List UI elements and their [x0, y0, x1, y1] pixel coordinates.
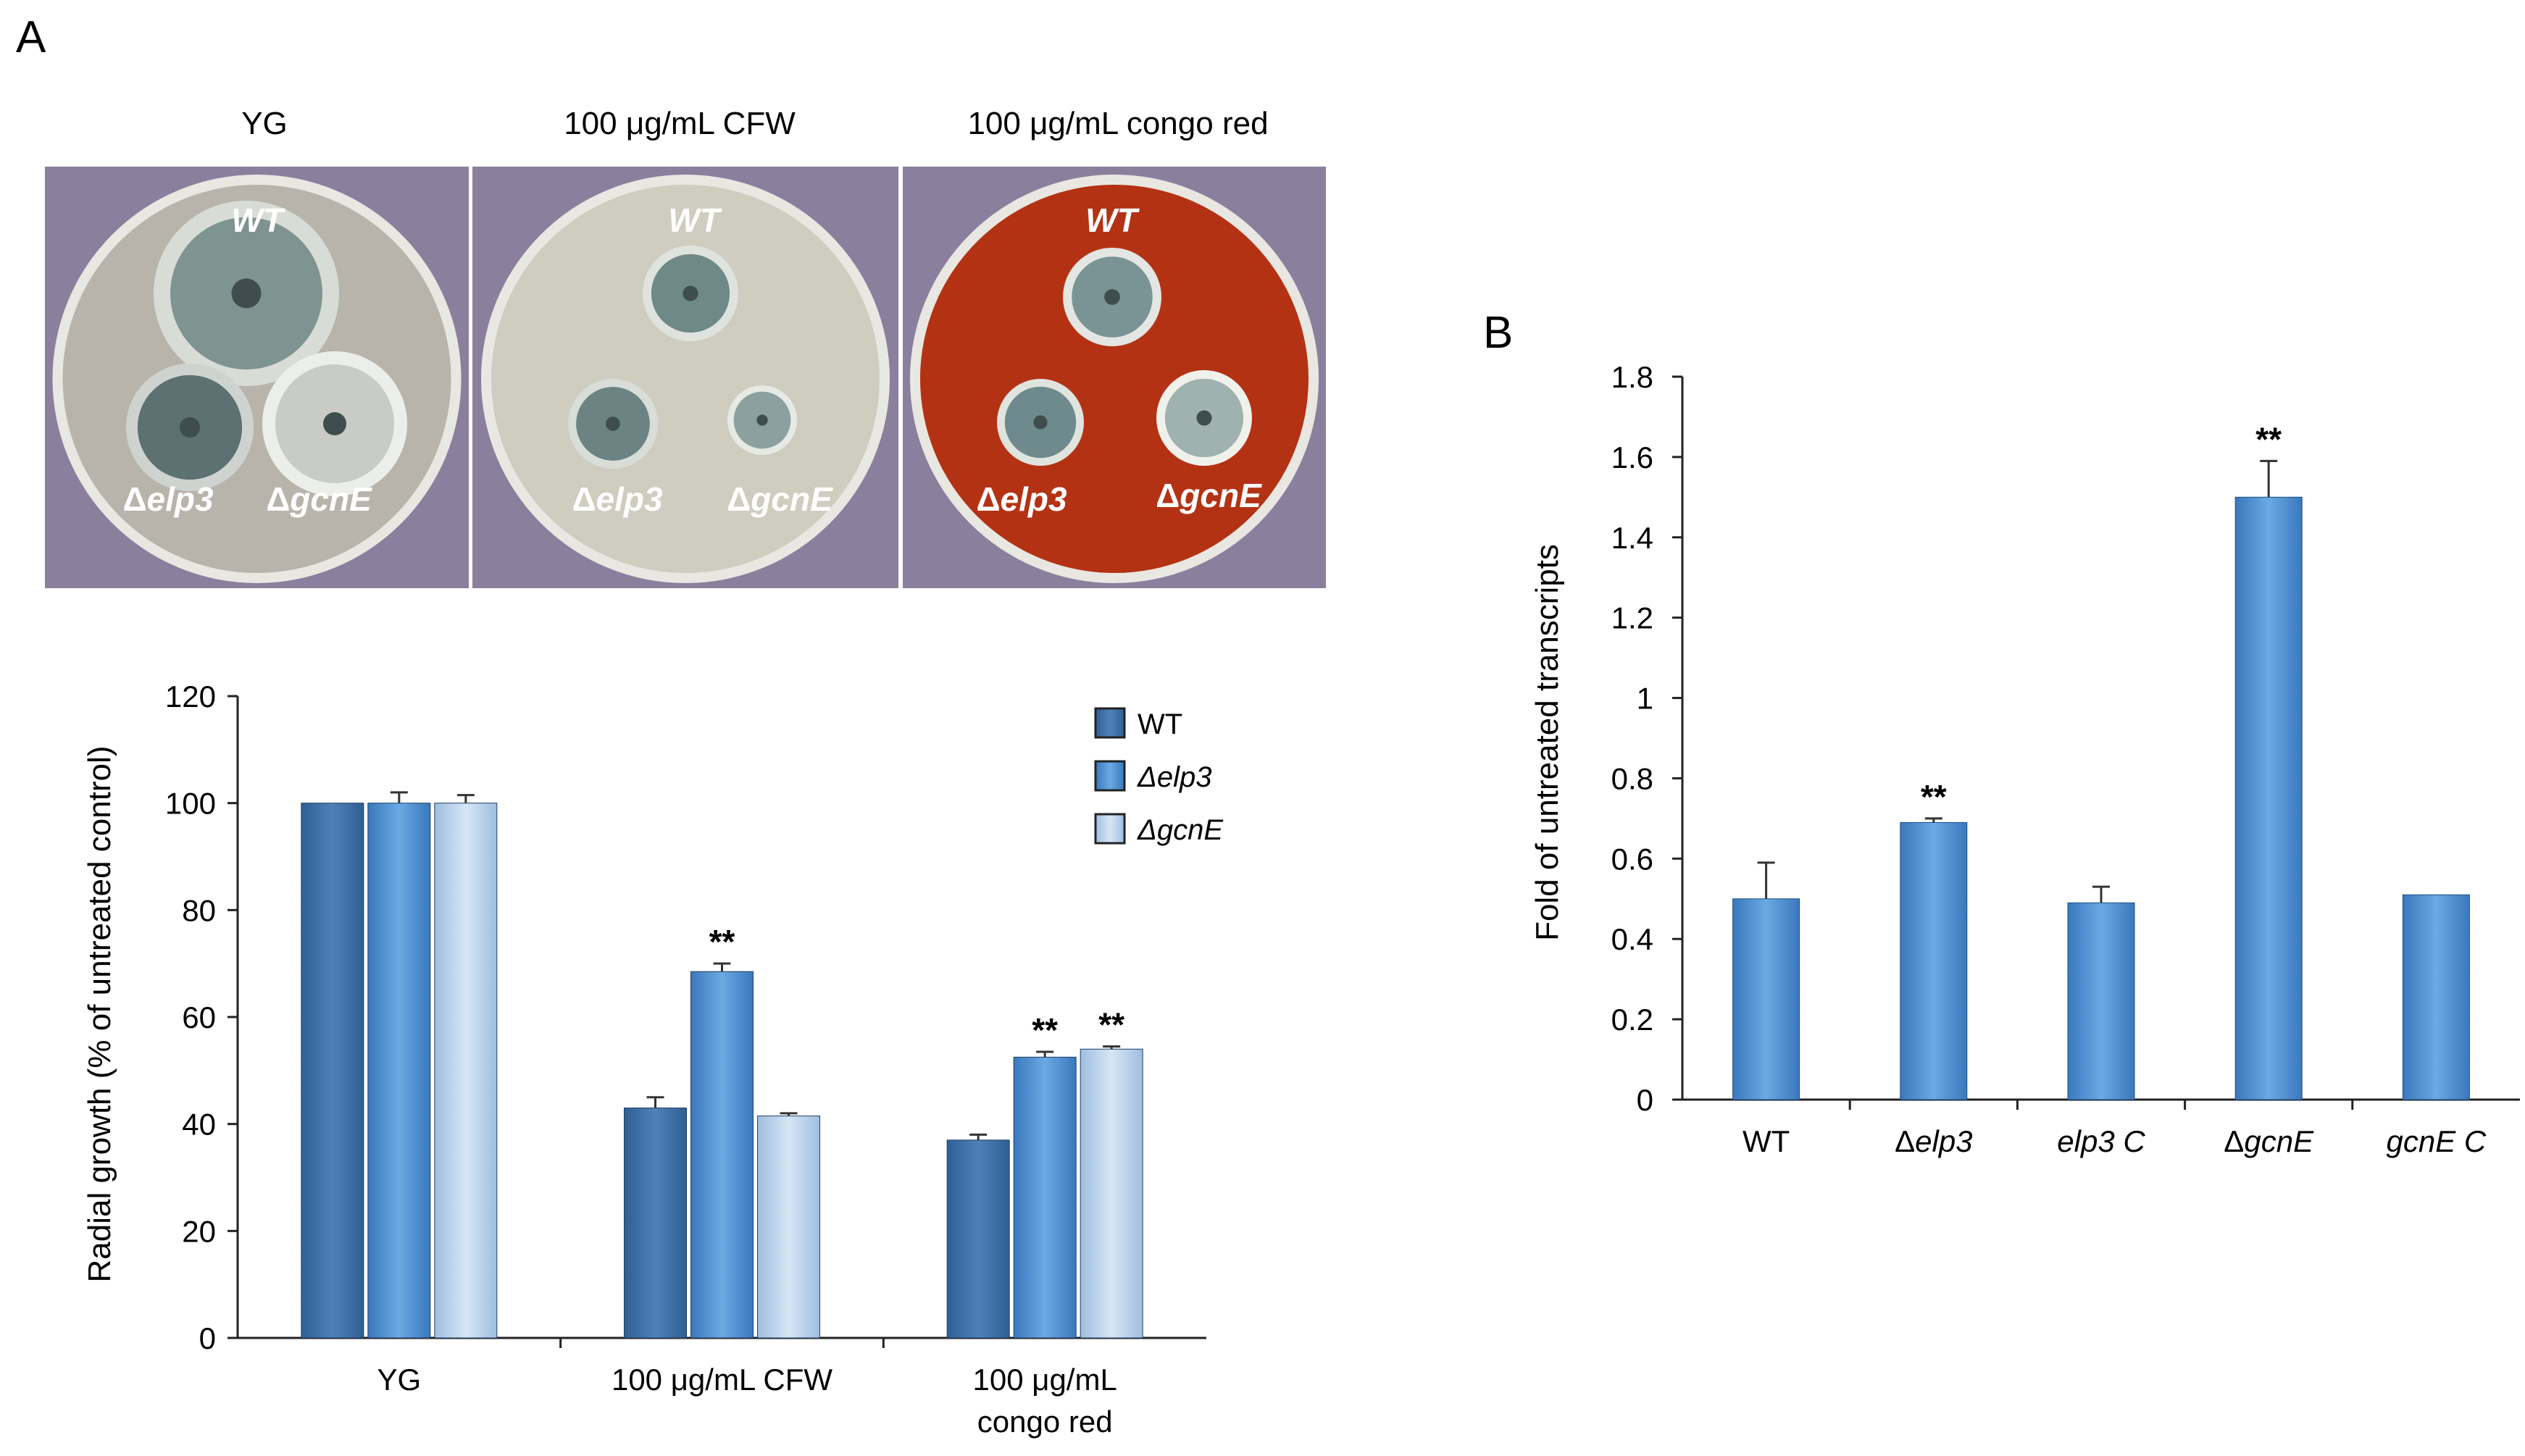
chart-a-bar — [690, 971, 754, 1339]
chart-a-bar — [946, 1139, 1010, 1339]
chart-a-ytick-label: 80 — [182, 893, 216, 927]
chart-b-fold-transcripts: Fold of untreated transcripts 0 0.2 0.4 0.6… — [1529, 360, 2520, 1158]
colony-label: Δelp3 — [122, 480, 214, 518]
chart-b-bar — [2402, 894, 2470, 1100]
chart-a-bar — [757, 1116, 820, 1339]
chart-a-ytick-label: 40 — [182, 1108, 216, 1142]
chart-a-significance: ** — [1032, 1011, 1058, 1049]
chart-a-legend: WT Δelp3 ΔgcnE — [1094, 707, 1224, 846]
chart-a-bar — [624, 1108, 687, 1339]
chart-b-significance: ** — [1921, 778, 1947, 816]
legend-label-wt: WT — [1138, 708, 1182, 740]
colony-center — [683, 285, 698, 301]
legend-label-gcne: ΔgcnE — [1137, 814, 1224, 846]
chart-b-category-label: ΔgcnE — [2224, 1124, 2314, 1158]
chart-b-category-label: Δelp3 — [1895, 1124, 1972, 1158]
chart-b-category-label: elp3 C — [2057, 1124, 2145, 1158]
chart-a-significance: ** — [709, 923, 735, 961]
chart-a-category-label: 100 μg/mL — [973, 1363, 1117, 1397]
chart-a-ytick-label: 20 — [182, 1214, 216, 1248]
chart-b-significance: ** — [2255, 420, 2282, 458]
colony-label: WT — [1085, 201, 1140, 239]
chart-a-bar — [1013, 1056, 1077, 1339]
chart-b-bar — [2067, 902, 2135, 1100]
chart-b-ytick-label: 1 — [1637, 682, 1653, 716]
chart-a-bar — [434, 803, 498, 1339]
colony-center — [1033, 415, 1048, 430]
chart-a-category-label: YG — [377, 1363, 421, 1397]
colony-label: ΔgcnE — [266, 480, 372, 518]
chart-a-ytick-label: 0 — [199, 1321, 216, 1355]
plate-title: YG — [241, 106, 288, 141]
chart-b-bar — [2234, 496, 2303, 1100]
chart-a-category-label-2: congo red — [977, 1405, 1113, 1439]
colony-center — [179, 417, 201, 438]
chart-b-ytick-label: 0 — [1637, 1083, 1653, 1117]
legend-swatch-wt — [1094, 707, 1126, 739]
chart-b-bar — [1900, 821, 1968, 1100]
colony-label: Δelp3 — [976, 480, 1067, 518]
plate-2: 100 μg/mL CFW WT Δelp3 ΔgcnE — [472, 106, 898, 588]
legend-label-elp3: Δelp3 — [1137, 761, 1211, 793]
colony-label: ΔgcnE — [1156, 477, 1262, 514]
colony-label: WT — [231, 201, 285, 239]
chart-b-ytick-label: 0.8 — [1611, 761, 1653, 795]
colony-center — [323, 412, 346, 435]
legend-swatch-gcne — [1094, 813, 1126, 845]
chart-a-ytick-label: 100 — [165, 787, 216, 821]
colony-center — [1104, 289, 1120, 305]
chart-b-ytick-label: 0.6 — [1611, 842, 1653, 876]
legend-swatch-elp3 — [1094, 760, 1126, 792]
plate-title: 100 μg/mL CFW — [564, 106, 796, 141]
petri-dish-medium — [920, 185, 1309, 573]
chart-b-ytick-label: 0.4 — [1611, 922, 1653, 956]
colony-label: WT — [668, 201, 722, 239]
chart-a-bar — [301, 803, 364, 1339]
chart-a-radial-growth: Radial growth (% of untreated control) W… — [82, 679, 1224, 1439]
chart-b-ytick-label: 1.8 — [1611, 360, 1653, 394]
chart-b-bar — [1732, 898, 1800, 1100]
chart-b-ytick-label: 1.2 — [1611, 601, 1653, 635]
chart-a-ylabel: Radial growth (% of untreated control) — [82, 745, 117, 1282]
colony-center — [1196, 410, 1212, 426]
chart-a-ytick-label: 120 — [165, 679, 216, 714]
chart-b-category-label: gcnE C — [2387, 1124, 2487, 1158]
colony-label: ΔgcnE — [727, 480, 833, 518]
chart-a-ytick-label: 60 — [182, 1000, 216, 1034]
colony-center — [756, 414, 768, 426]
panel-label-b: B — [1483, 308, 1513, 358]
petri-dish-medium — [491, 185, 880, 573]
plate-title: 100 μg/mL congo red — [967, 106, 1268, 141]
chart-a-bar — [367, 803, 431, 1339]
plate-3: 100 μg/mL congo red WT Δelp3 ΔgcnE — [903, 106, 1326, 588]
chart-b-category-label: WT — [1743, 1124, 1790, 1158]
colony-center — [231, 278, 262, 309]
chart-b-ytick-label: 1.4 — [1611, 521, 1653, 555]
chart-b-ylabel: Fold of untreated transcripts — [1529, 544, 1565, 941]
plate-1: YG WT Δelp3 ΔgcnE — [45, 106, 469, 588]
panel-label-a: A — [16, 12, 46, 62]
colony-label: Δelp3 — [572, 480, 663, 518]
chart-b-ytick-label: 1.6 — [1611, 440, 1653, 474]
chart-a-category-label: 100 μg/mL CFW — [612, 1363, 832, 1397]
chart-a-significance: ** — [1098, 1006, 1124, 1044]
chart-b-ytick-label: 0.2 — [1611, 1003, 1653, 1037]
chart-a-bar — [1080, 1048, 1143, 1339]
colony-center — [606, 417, 620, 431]
